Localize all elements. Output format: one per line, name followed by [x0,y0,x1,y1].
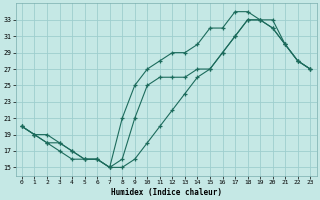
X-axis label: Humidex (Indice chaleur): Humidex (Indice chaleur) [111,188,221,197]
